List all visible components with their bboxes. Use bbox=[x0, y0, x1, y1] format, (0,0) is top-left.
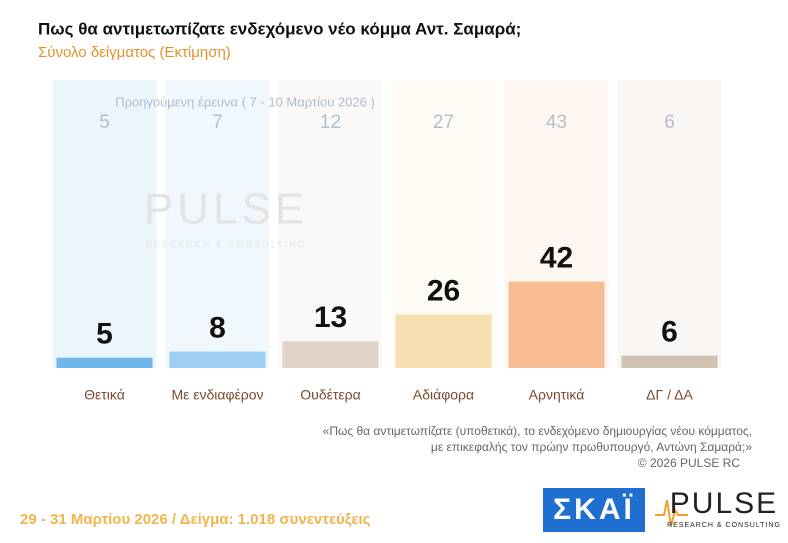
column-background bbox=[617, 80, 722, 368]
value-label: 5 bbox=[96, 318, 113, 351]
value-label: 26 bbox=[427, 274, 460, 307]
note-line: «Πως θα αντιμετωπίζατε (υποθετικά), το ε… bbox=[323, 424, 752, 438]
bar bbox=[395, 314, 492, 368]
pulse-logo-icon bbox=[655, 499, 688, 527]
previous-label: Προηγούμενη έρευνα ( 7 - 10 Μαρτίου 2026… bbox=[115, 94, 375, 109]
x-tick-label: Αρνητικά bbox=[529, 387, 585, 403]
value-label: 6 bbox=[661, 316, 678, 349]
bar bbox=[282, 341, 379, 368]
chart-title: Πως θα αντιμετωπίζατε ενδεχόμενο νέο κόμ… bbox=[38, 19, 521, 38]
previous-value: 27 bbox=[433, 112, 454, 133]
column-background bbox=[52, 80, 157, 368]
previous-value: 5 bbox=[99, 112, 110, 133]
value-label: 8 bbox=[209, 311, 226, 344]
bar bbox=[56, 357, 153, 368]
watermark: PULSE bbox=[144, 185, 308, 234]
bar bbox=[508, 281, 605, 368]
watermark-sub: RESEARCH & CONSULTING bbox=[145, 239, 306, 249]
skai-logo: ΣΚΑΪ bbox=[553, 493, 635, 526]
x-tick-label: Ουδέτερα bbox=[300, 387, 360, 403]
value-label: 13 bbox=[314, 301, 347, 334]
pulse-logo-sub: RESEARCH & CONSULTING bbox=[667, 522, 781, 529]
x-tick-label: Θετικά bbox=[84, 387, 125, 403]
column-background bbox=[165, 80, 270, 368]
chart-subtitle: Σύνολο δείγματος (Εκτίμηση) bbox=[38, 44, 231, 61]
pulse-logo: PULSE bbox=[670, 487, 778, 520]
previous-value: 7 bbox=[212, 112, 223, 133]
column-background bbox=[278, 80, 383, 368]
note-line: με επικεφαλής τον πρώην πρωθυπουργό, Αντ… bbox=[431, 440, 752, 454]
previous-value: 43 bbox=[546, 112, 567, 133]
previous-value: 12 bbox=[320, 112, 341, 133]
bar bbox=[169, 351, 266, 368]
x-tick-label: Αδιάφορα bbox=[413, 387, 474, 403]
previous-value: 6 bbox=[664, 112, 675, 133]
x-tick-label: ΔΓ / ΔΑ bbox=[646, 387, 693, 403]
bar bbox=[621, 355, 718, 368]
footer: 29 - 31 Μαρτίου 2026 / Δείγμα: 1.018 συν… bbox=[20, 511, 371, 528]
skai-logo-box bbox=[543, 488, 645, 532]
value-label: 42 bbox=[540, 242, 573, 275]
copyright: © 2026 PULSE RC bbox=[638, 456, 741, 470]
x-tick-label: Με ενδιαφέρον bbox=[171, 387, 263, 403]
plot: 5 5 Θετικά 7 8 Με ενδιαφέρον 12 13 Ουδέτερα 27 26 Α… bbox=[52, 80, 722, 403]
